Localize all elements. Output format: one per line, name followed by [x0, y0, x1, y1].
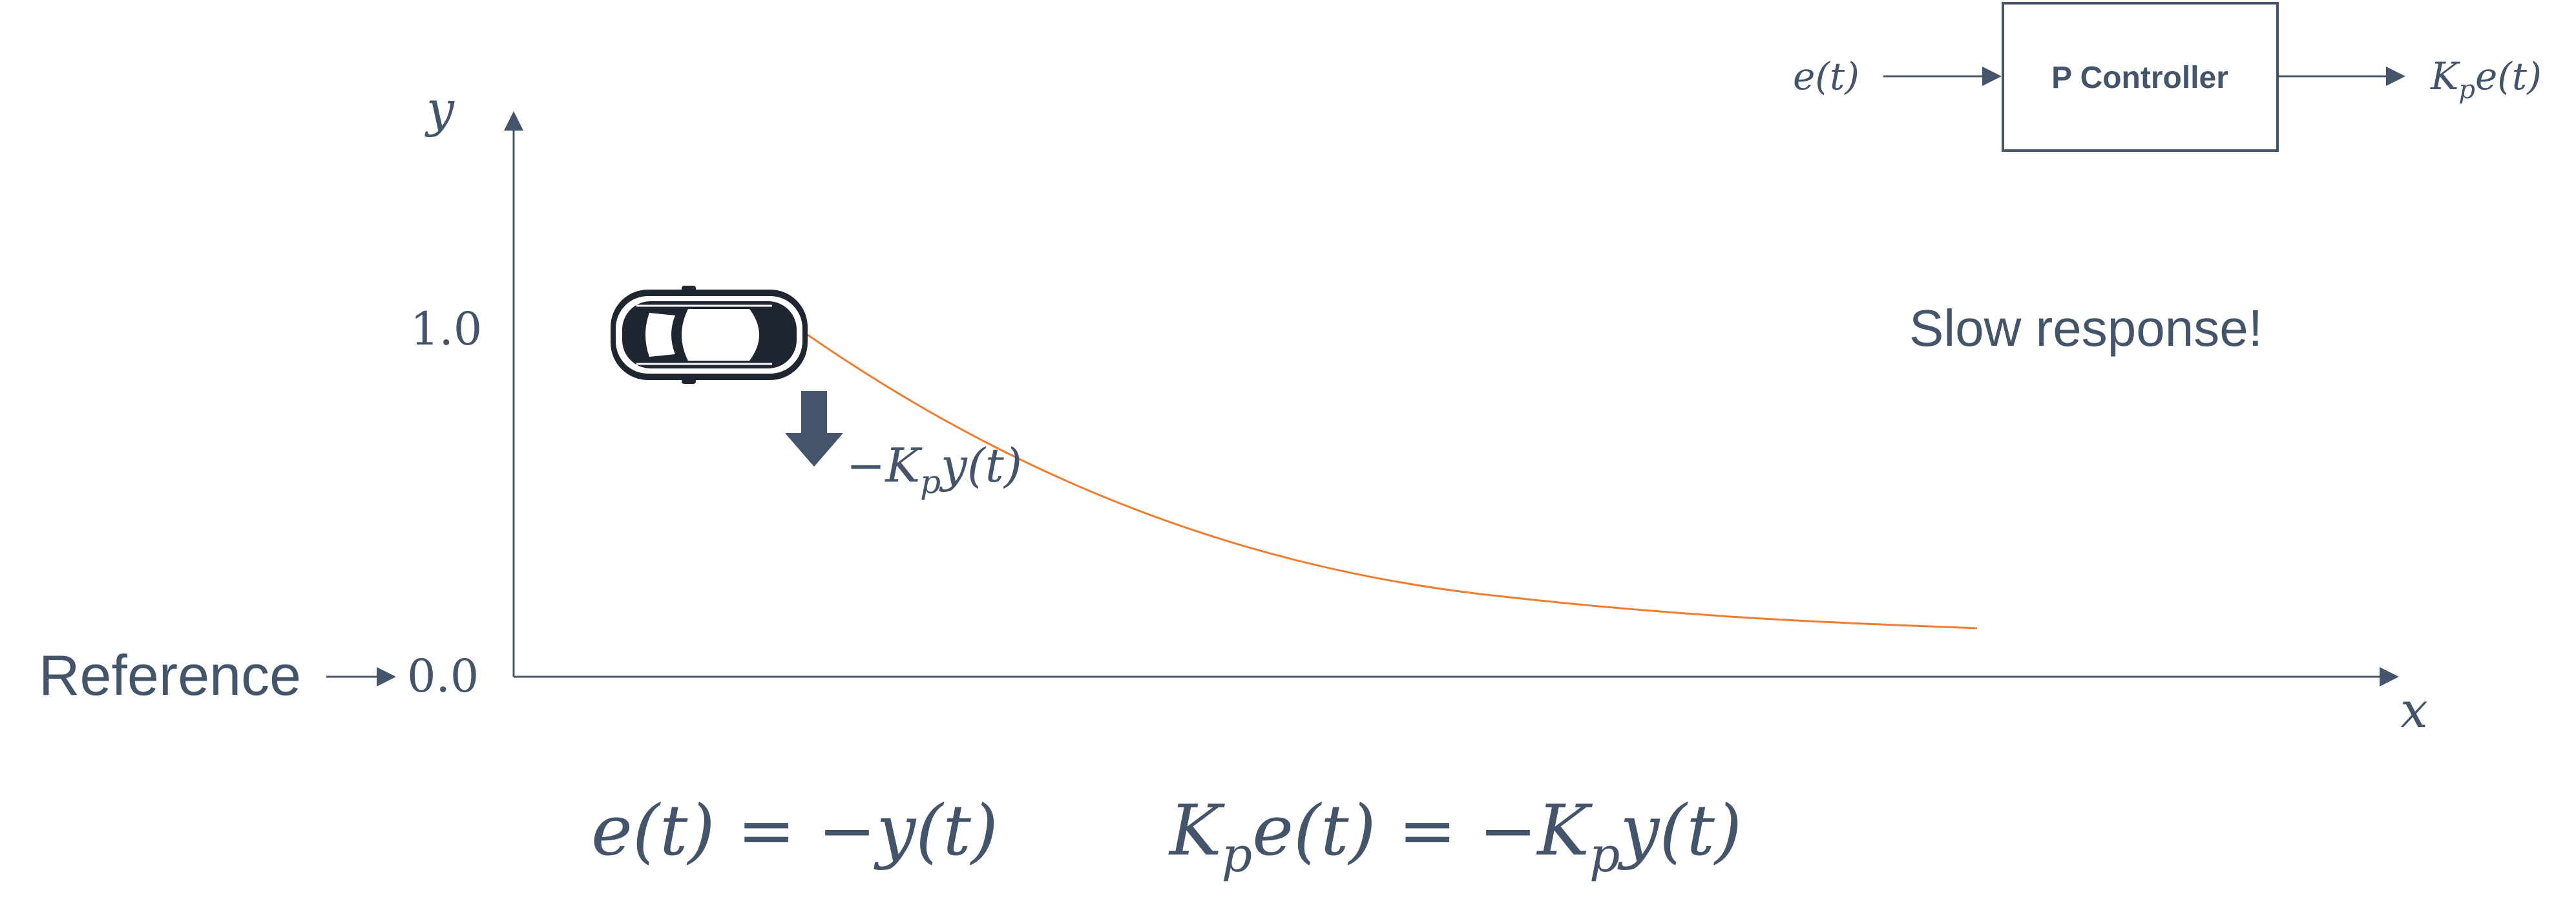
error-equation: e(t) = −y(t) — [591, 791, 998, 871]
p-controller-title: P Controller — [2051, 61, 2228, 95]
y-axis-label: y — [424, 80, 455, 138]
control-eq-k: K — [1168, 791, 1225, 871]
control-eq-mid: e(t) = −K — [1252, 791, 1593, 871]
slow-response-note: Slow response! — [1909, 299, 2263, 357]
controller-input-label: e(t) — [1793, 54, 1859, 98]
tick-label-zero: 0.0 — [407, 650, 479, 703]
down-arrow-icon — [785, 391, 843, 467]
controller-output-tail: e(t) — [2475, 54, 2542, 98]
reference-label: Reference — [39, 643, 301, 707]
x-axis-label: x — [2400, 681, 2428, 739]
controller-output-sub: p — [2458, 75, 2475, 105]
controller-output-label: Kpe(t) — [2430, 54, 2542, 105]
control-signal-label: −Kpy(t) — [846, 438, 1022, 501]
control-signal-tail: y(t) — [939, 438, 1022, 493]
controller-output-k: K — [2430, 54, 2461, 98]
control-eq-tail: y(t) — [1617, 791, 1742, 871]
tick-label-one: 1.0 — [410, 303, 482, 356]
control-eq-sub: p — [1222, 827, 1252, 883]
control-signal-k: −K — [846, 438, 923, 493]
control-signal-sub: p — [920, 463, 941, 501]
control-equation: Kpe(t) = −Kpy(t) — [1168, 791, 1742, 883]
car-top-view-icon — [611, 286, 808, 384]
control-eq-sub2: p — [1589, 827, 1620, 883]
